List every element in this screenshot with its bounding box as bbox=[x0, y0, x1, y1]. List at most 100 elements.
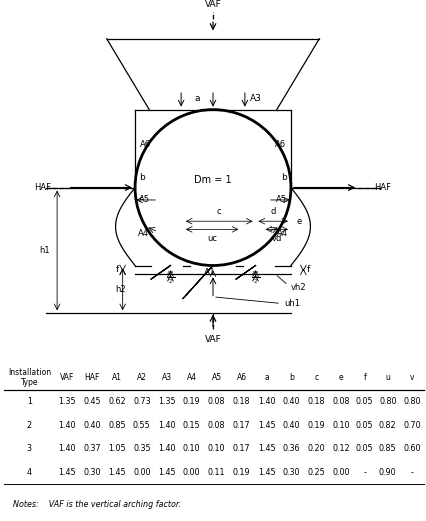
Text: A5: A5 bbox=[212, 373, 222, 382]
Text: 0.40: 0.40 bbox=[83, 420, 101, 430]
Text: 0.00: 0.00 bbox=[133, 468, 151, 477]
Text: HAF: HAF bbox=[84, 373, 100, 382]
Text: 0.18: 0.18 bbox=[233, 397, 250, 406]
Text: 0.08: 0.08 bbox=[333, 397, 350, 406]
Text: 4: 4 bbox=[27, 468, 32, 477]
Text: A5: A5 bbox=[276, 195, 287, 204]
Text: 0.17: 0.17 bbox=[233, 420, 250, 430]
Text: 0.19: 0.19 bbox=[308, 420, 325, 430]
Text: 0.00: 0.00 bbox=[183, 468, 201, 477]
Text: A6: A6 bbox=[274, 140, 285, 149]
Text: e: e bbox=[296, 217, 302, 226]
Text: 0.37: 0.37 bbox=[83, 444, 101, 453]
Text: h2: h2 bbox=[115, 285, 126, 294]
Text: Notes:    VAF is the vertical arching factor.: Notes: VAF is the vertical arching facto… bbox=[13, 500, 181, 509]
Text: 0.70: 0.70 bbox=[403, 420, 420, 430]
Text: 1.45: 1.45 bbox=[258, 420, 275, 430]
Text: 0.10: 0.10 bbox=[183, 444, 201, 453]
Text: $\mathregular{\frac{A2}{2}}$: $\mathregular{\frac{A2}{2}}$ bbox=[251, 270, 260, 286]
Text: 0.82: 0.82 bbox=[379, 420, 397, 430]
Text: A5: A5 bbox=[139, 195, 150, 204]
Text: 0.19: 0.19 bbox=[183, 397, 201, 406]
Text: A3: A3 bbox=[162, 373, 172, 382]
Text: Dm = 1: Dm = 1 bbox=[194, 176, 232, 185]
Text: f: f bbox=[307, 265, 310, 275]
Text: 1.40: 1.40 bbox=[158, 420, 176, 430]
Text: 0.05: 0.05 bbox=[356, 420, 374, 430]
Text: a: a bbox=[264, 373, 269, 382]
Text: uh1: uh1 bbox=[216, 297, 300, 308]
Text: 0.80: 0.80 bbox=[403, 397, 420, 406]
Text: 3: 3 bbox=[27, 444, 32, 453]
Text: 0.40: 0.40 bbox=[283, 397, 300, 406]
Text: A6: A6 bbox=[236, 373, 247, 382]
Text: 2: 2 bbox=[27, 420, 32, 430]
Text: 1: 1 bbox=[27, 397, 32, 406]
Text: A6: A6 bbox=[141, 140, 152, 149]
Text: A3: A3 bbox=[250, 94, 262, 103]
Text: c: c bbox=[217, 207, 222, 216]
Text: A1: A1 bbox=[112, 373, 122, 382]
Text: 0.35: 0.35 bbox=[133, 444, 151, 453]
Text: 0.25: 0.25 bbox=[308, 468, 325, 477]
Text: b: b bbox=[139, 173, 145, 182]
Text: -: - bbox=[363, 468, 366, 477]
Text: -: - bbox=[410, 468, 413, 477]
Text: 1.40: 1.40 bbox=[258, 397, 275, 406]
Text: 1.45: 1.45 bbox=[58, 468, 76, 477]
Text: 0.11: 0.11 bbox=[208, 468, 225, 477]
Text: 0.08: 0.08 bbox=[208, 397, 225, 406]
Text: 1.45: 1.45 bbox=[258, 468, 275, 477]
Text: 0.19: 0.19 bbox=[233, 468, 250, 477]
Text: 0.08: 0.08 bbox=[208, 420, 225, 430]
Text: a: a bbox=[194, 94, 200, 103]
Text: 1.40: 1.40 bbox=[158, 444, 176, 453]
Text: 1.45: 1.45 bbox=[258, 444, 275, 453]
Text: 0.15: 0.15 bbox=[183, 420, 201, 430]
Text: c: c bbox=[314, 373, 319, 382]
Text: 1.05: 1.05 bbox=[108, 444, 126, 453]
Text: HAF: HAF bbox=[374, 183, 391, 192]
Text: 0.62: 0.62 bbox=[108, 397, 126, 406]
Text: A4: A4 bbox=[187, 373, 197, 382]
Text: A1: A1 bbox=[204, 268, 216, 277]
Text: 1.40: 1.40 bbox=[58, 444, 76, 453]
Text: 0.60: 0.60 bbox=[403, 444, 420, 453]
Text: u: u bbox=[386, 373, 390, 382]
Text: 0.55: 0.55 bbox=[133, 420, 151, 430]
Text: 0.80: 0.80 bbox=[379, 397, 397, 406]
Text: Installation
Type: Installation Type bbox=[8, 368, 51, 388]
Text: vh2: vh2 bbox=[277, 276, 307, 292]
Text: 0.10: 0.10 bbox=[333, 420, 350, 430]
Text: 0.00: 0.00 bbox=[333, 468, 350, 477]
Text: uc: uc bbox=[207, 234, 217, 243]
Text: 0.45: 0.45 bbox=[83, 397, 101, 406]
Text: f: f bbox=[116, 265, 119, 275]
Text: d: d bbox=[271, 207, 276, 216]
Text: 0.36: 0.36 bbox=[283, 444, 300, 453]
Text: A4: A4 bbox=[277, 229, 288, 238]
Text: f: f bbox=[363, 373, 366, 382]
Text: 0.17: 0.17 bbox=[233, 444, 250, 453]
Text: A4: A4 bbox=[138, 229, 149, 238]
Text: 0.10: 0.10 bbox=[208, 444, 225, 453]
Text: 0.73: 0.73 bbox=[133, 397, 151, 406]
Text: v: v bbox=[409, 373, 414, 382]
Text: VAF: VAF bbox=[204, 0, 222, 9]
Text: 0.85: 0.85 bbox=[379, 444, 397, 453]
Text: 0.18: 0.18 bbox=[308, 397, 325, 406]
Text: 0.30: 0.30 bbox=[283, 468, 300, 477]
Text: vd: vd bbox=[272, 234, 282, 243]
Text: $\mathregular{\frac{A2}{2}}$: $\mathregular{\frac{A2}{2}}$ bbox=[166, 270, 175, 286]
Text: 0.05: 0.05 bbox=[356, 444, 374, 453]
Text: HAF: HAF bbox=[35, 183, 52, 192]
Text: A2: A2 bbox=[137, 373, 147, 382]
Text: 0.85: 0.85 bbox=[108, 420, 126, 430]
Text: e: e bbox=[339, 373, 344, 382]
Text: 0.90: 0.90 bbox=[379, 468, 397, 477]
Text: b: b bbox=[289, 373, 294, 382]
Text: VAF: VAF bbox=[60, 373, 74, 382]
Text: 1.35: 1.35 bbox=[158, 397, 176, 406]
Text: 0.05: 0.05 bbox=[356, 397, 374, 406]
Text: 1.40: 1.40 bbox=[58, 420, 76, 430]
